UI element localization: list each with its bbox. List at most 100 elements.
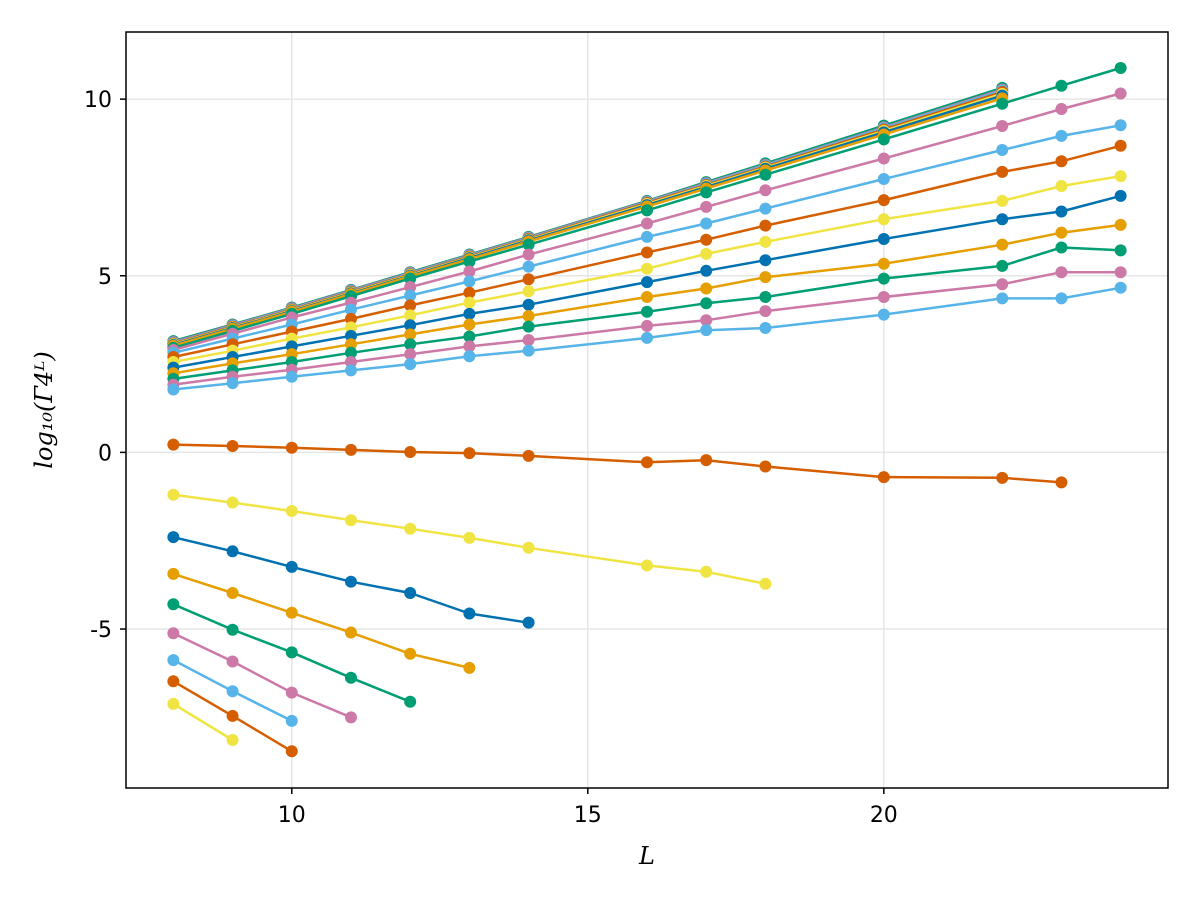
series-line bbox=[173, 97, 1003, 347]
data-point bbox=[404, 348, 417, 361]
data-point bbox=[759, 305, 772, 318]
data-point bbox=[759, 254, 772, 267]
data-point bbox=[996, 143, 1009, 156]
series-15 bbox=[167, 241, 1127, 385]
series-line bbox=[173, 144, 1121, 359]
series-14 bbox=[167, 218, 1127, 380]
data-point bbox=[996, 119, 1009, 132]
series-26 bbox=[167, 697, 239, 746]
data-point bbox=[996, 278, 1009, 291]
data-point bbox=[759, 168, 772, 181]
data-point bbox=[344, 575, 357, 588]
data-point bbox=[759, 202, 772, 215]
data-point bbox=[1114, 119, 1127, 132]
series-line bbox=[173, 270, 1121, 386]
data-point bbox=[759, 219, 772, 232]
data-point bbox=[759, 184, 772, 197]
series-line bbox=[172, 632, 352, 719]
data-point bbox=[996, 471, 1009, 484]
data-point bbox=[700, 282, 713, 295]
data-point bbox=[641, 331, 653, 344]
data-point bbox=[463, 661, 476, 674]
data-point bbox=[522, 344, 535, 357]
series-22 bbox=[167, 598, 417, 708]
data-point bbox=[1055, 292, 1068, 305]
data-point bbox=[1055, 226, 1068, 239]
data-point bbox=[404, 586, 417, 599]
data-point bbox=[996, 259, 1009, 272]
data-point bbox=[463, 307, 476, 320]
data-point bbox=[1055, 205, 1068, 218]
x-tick-label: 20 bbox=[870, 803, 898, 828]
data-point bbox=[641, 217, 653, 230]
data-point bbox=[167, 654, 180, 667]
data-point bbox=[877, 152, 890, 165]
data-point bbox=[1055, 266, 1068, 279]
grid bbox=[126, 32, 1168, 788]
data-point bbox=[700, 264, 713, 277]
data-point bbox=[404, 522, 417, 535]
data-point bbox=[226, 440, 239, 453]
data-point bbox=[344, 626, 357, 639]
data-point bbox=[404, 299, 417, 312]
data-point bbox=[700, 454, 713, 467]
series-25 bbox=[167, 675, 298, 758]
data-point bbox=[641, 559, 653, 572]
series-21 bbox=[167, 567, 476, 674]
series-24 bbox=[167, 654, 298, 727]
data-point bbox=[463, 447, 476, 460]
data-point bbox=[344, 671, 357, 684]
data-point bbox=[1114, 87, 1127, 100]
data-point bbox=[167, 567, 180, 580]
data-point bbox=[996, 194, 1009, 207]
data-point bbox=[877, 233, 890, 246]
data-point bbox=[285, 370, 298, 383]
series-line bbox=[173, 124, 1121, 355]
series-line bbox=[173, 194, 1121, 369]
data-point bbox=[877, 213, 890, 226]
data-point bbox=[641, 456, 653, 469]
series-line bbox=[173, 223, 1121, 375]
series-17 bbox=[167, 281, 1127, 396]
data-point bbox=[641, 246, 653, 259]
data-point bbox=[344, 346, 357, 359]
series-23 bbox=[167, 627, 357, 724]
data-point bbox=[285, 505, 298, 518]
data-point bbox=[285, 606, 298, 619]
series-line bbox=[173, 246, 1121, 381]
data-point bbox=[877, 194, 890, 207]
data-point bbox=[404, 309, 417, 322]
data-point bbox=[226, 709, 239, 722]
data-point bbox=[641, 230, 653, 243]
data-point bbox=[226, 623, 239, 636]
data-point bbox=[641, 290, 653, 303]
data-point bbox=[404, 328, 417, 341]
series-11 bbox=[167, 139, 1127, 364]
data-point bbox=[996, 213, 1009, 226]
y-tick-label: 0 bbox=[98, 441, 112, 466]
data-point bbox=[404, 281, 417, 294]
data-point bbox=[877, 471, 890, 484]
series-19 bbox=[167, 488, 772, 590]
data-point bbox=[522, 616, 535, 629]
data-point bbox=[167, 598, 180, 611]
data-point bbox=[226, 733, 239, 746]
series-line bbox=[173, 174, 1121, 364]
data-point bbox=[463, 350, 476, 363]
data-point bbox=[522, 260, 535, 273]
data-point bbox=[522, 541, 535, 554]
series-18 bbox=[167, 438, 1068, 489]
data-point bbox=[522, 273, 535, 286]
data-point bbox=[344, 514, 357, 527]
data-point bbox=[1114, 170, 1127, 183]
data-point bbox=[641, 204, 653, 217]
data-point bbox=[759, 322, 772, 335]
data-point bbox=[522, 334, 535, 347]
data-point bbox=[522, 238, 535, 251]
data-point bbox=[463, 531, 476, 544]
data-point bbox=[522, 449, 535, 462]
data-point bbox=[344, 303, 357, 316]
series-line bbox=[173, 66, 1121, 350]
data-point bbox=[285, 745, 298, 758]
